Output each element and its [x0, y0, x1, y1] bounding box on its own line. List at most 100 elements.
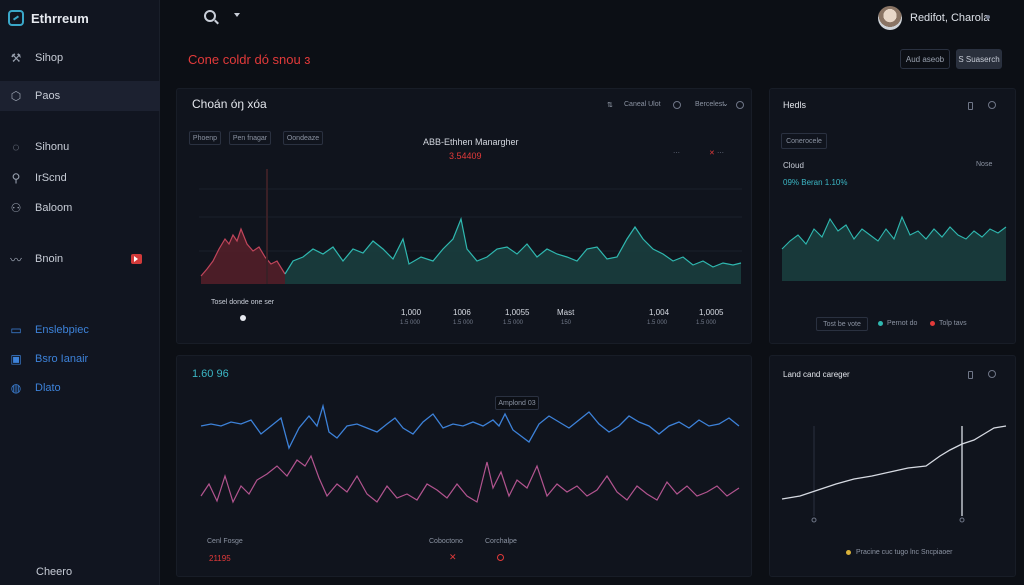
brand-name: Ethrreum [31, 10, 89, 26]
chat-icon: ◌ [12, 140, 20, 154]
footer-left-label[interactable]: Cenl Fosge [207, 538, 243, 545]
folder-icon: ▭ [10, 323, 22, 337]
sidebar-item-dlato[interactable]: ◍ Dlato [0, 373, 160, 403]
more-icon[interactable] [986, 15, 990, 19]
panel-title: Hedls [783, 100, 807, 110]
chevron-down-icon[interactable]: ⌄ [722, 99, 729, 108]
legend-dot-red-icon [930, 321, 935, 326]
footer-mid-1[interactable]: Coboctono [429, 538, 463, 545]
tools-icon: ⚒ [10, 51, 22, 65]
search-icon[interactable] [204, 10, 216, 22]
legend-dot-teal-icon [878, 321, 883, 326]
panel-title: Land cand careger [783, 370, 850, 379]
sort-icon[interactable]: ⇅ [607, 102, 613, 109]
record-icon[interactable] [497, 554, 504, 561]
pin-icon: ⚲ [11, 171, 21, 185]
sidebar-item-label: Baloom [35, 202, 73, 214]
topbar: Redifot, Charola [160, 0, 1024, 38]
ethereum-logo-icon [8, 10, 24, 26]
wave-icon: 〰 [9, 252, 22, 267]
sidebar-item-enslebpiec[interactable]: ▭ Enslebpiec [0, 315, 160, 345]
sidebar-item-baloom[interactable]: ⚇ Baloom [0, 193, 160, 223]
tooltip: Amplond 03 [495, 396, 539, 410]
right-panel: Hedls Conerocele Cloud Nose 09% Beran 1.… [769, 88, 1016, 344]
sidebar-item-label: Cheero [36, 566, 73, 578]
chart-value: 3.54409 [449, 151, 482, 161]
lower-chart-panel: 1.60 96 Amplond 03 Cenl Fosge 21195 Cobo… [176, 355, 752, 577]
chevron-down-icon[interactable] [234, 13, 240, 17]
status-dot-icon [846, 550, 851, 555]
sidebar-item-label: Bnoin [35, 253, 64, 265]
refresh-icon[interactable] [736, 101, 744, 109]
sidebar-item-sihonu[interactable]: ◌ Sihonu [0, 132, 160, 162]
sidebar-item-paos[interactable]: ⬡ Paos [0, 81, 160, 111]
footer-label: Pracine cuc tugo lnc Sncpiaoer [856, 549, 953, 556]
inbox-icon: ▣ [10, 352, 22, 366]
play-badge-icon [131, 254, 142, 264]
panel-title: Choán óŋ xóa [192, 97, 267, 111]
user-name[interactable]: Redifot, Charola [910, 12, 990, 24]
right-chart-svg [781, 215, 1007, 281]
legend-item-2[interactable]: Pernot do [887, 320, 918, 327]
select-value[interactable]: Nose [976, 161, 993, 168]
legend-item-1[interactable]: Tost be vote [816, 317, 868, 331]
search-button[interactable]: S Suaserch [956, 49, 1002, 69]
chart-legend-marker: ⋯ [673, 150, 680, 157]
header-chip-1[interactable]: Caneal Ulot [624, 101, 661, 108]
sidebar-item-cheero[interactable]: Cheero [0, 557, 160, 585]
footer-mid-2[interactable]: Corchalpe [485, 538, 517, 545]
sidebar-item-label: IrScnd [35, 172, 67, 184]
metric-label: 09% Beran 1.10% [783, 178, 848, 187]
sidebar-item-bsro-ianair[interactable]: ▣ Bsro Ianair [0, 344, 160, 374]
stat-sub-6: 1.5 000 [696, 320, 717, 326]
sidebar-item-irscnd[interactable]: ⚲ IrScnd [0, 163, 160, 193]
stat-sub-1: 1.5 000 [400, 320, 421, 326]
main-chart-panel: Choán óŋ xóa ⇅ Caneal Ulot Bercelest ⌄ P… [176, 88, 752, 344]
stat-value-3: 1,0055 [505, 308, 530, 317]
chart-legend-red-icon: ✕ [709, 150, 715, 157]
filter-chip[interactable]: Conerocele [781, 133, 827, 149]
stat-sub-3: 1.5 000 [503, 320, 524, 326]
settings-icon[interactable] [988, 101, 996, 109]
brand[interactable]: Ethrreum [8, 10, 89, 26]
stat-sub-5: 1.5 000 [647, 320, 668, 326]
stat-value-1: 1,000 [401, 308, 422, 317]
cloud-label: Cloud [783, 161, 804, 170]
box-icon: ⬡ [10, 89, 22, 103]
user-icon: ⚇ [10, 201, 22, 215]
sidebar-item-label: Dlato [35, 382, 61, 394]
copy-icon[interactable] [968, 371, 973, 379]
lower-right-chart-svg [781, 425, 1007, 523]
tab-3[interactable]: Oondeaze [283, 131, 323, 145]
stat-value-6: 1,0005 [699, 308, 724, 317]
sidebar-item-bnoin[interactable]: 〰 Bnoin [0, 244, 160, 274]
settings-icon[interactable] [673, 101, 681, 109]
tab-2[interactable]: Pen fnagar [229, 131, 271, 145]
stat-value-4: Mast [557, 308, 575, 317]
chart-label: ABB-Ethhen Manargher [423, 137, 519, 147]
chart-legend-label: ⋯ [717, 150, 724, 157]
panel-title: 1.60 96 [192, 368, 229, 380]
stat-sub-2: 1.5 000 [453, 320, 474, 326]
tab-1[interactable]: Phoenp [189, 131, 221, 145]
legend-item-3[interactable]: Tolp tavs [939, 320, 967, 327]
sidebar: Ethrreum ⚒ Sihop ⬡ Paos ◌ Sihonu ⚲ IrScn… [0, 0, 160, 585]
sidebar-item-sihop[interactable]: ⚒ Sihop [0, 43, 160, 73]
stat-sub-4: 150 [561, 320, 572, 326]
close-red-icon[interactable]: ✕ [449, 552, 457, 562]
settings-icon[interactable] [988, 370, 996, 378]
sidebar-item-label: Enslebpiec [35, 324, 89, 336]
page-title: Cone coldr dó snou ɜ [188, 52, 311, 67]
sidebar-item-label: Sihonu [35, 141, 70, 153]
lower-right-panel: Land cand careger Pracine cuc tugo lnc S… [769, 355, 1016, 577]
sidebar-item-label: Bsro Ianair [35, 353, 89, 365]
copy-icon[interactable] [968, 102, 973, 110]
secondary-button[interactable]: Aud aseob [900, 49, 950, 69]
globe-icon: ◍ [10, 381, 22, 395]
sidebar-item-label: Sihop [35, 52, 64, 64]
avatar[interactable] [878, 6, 902, 30]
header-chip-2[interactable]: Bercelest [695, 101, 725, 108]
lower-chart-svg [200, 403, 740, 504]
stat-value-5: 1,004 [649, 308, 670, 317]
sidebar-item-label: Paos [35, 90, 61, 102]
